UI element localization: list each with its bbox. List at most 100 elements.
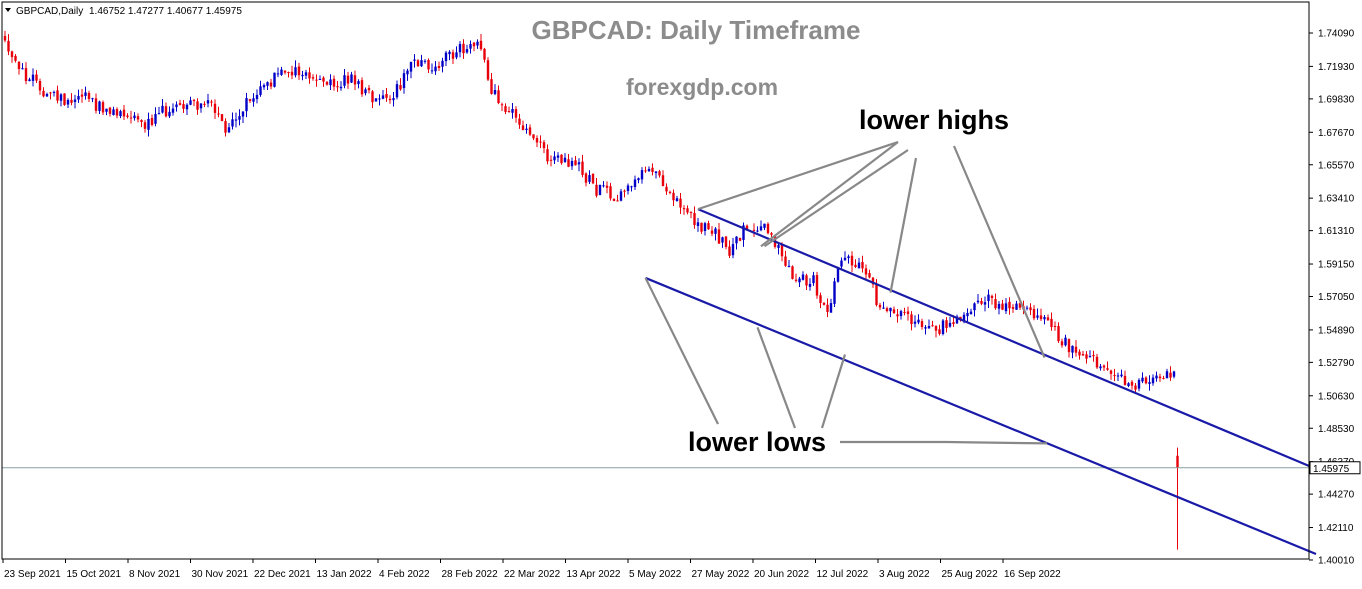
candle: [973, 302, 976, 317]
candle-body: [812, 275, 815, 284]
candle: [87, 90, 91, 103]
candle: [322, 76, 325, 87]
price-tick-label: 1.44270: [1318, 490, 1355, 501]
candle: [518, 113, 521, 129]
candle-body: [626, 185, 630, 191]
candle-body: [1102, 365, 1106, 368]
time-tick-label: 12 Jul 2022: [817, 569, 869, 580]
candle: [1151, 374, 1155, 386]
candle: [843, 251, 847, 261]
candle: [297, 62, 301, 80]
dropdown-arrow-icon[interactable]: [5, 8, 11, 12]
candle-body: [983, 302, 987, 305]
candle-body: [997, 303, 1001, 309]
candle: [150, 114, 154, 127]
candle-body: [1081, 354, 1085, 356]
candle: [476, 39, 479, 49]
candle: [994, 293, 997, 310]
candle-body: [1011, 307, 1015, 309]
candle: [1137, 378, 1141, 392]
candles-layer: [3, 30, 1179, 550]
candle: [938, 324, 941, 336]
candle-body: [343, 75, 346, 86]
candle-body: [52, 91, 56, 93]
candle-body: [798, 278, 801, 283]
lower-high-pointer: [889, 157, 918, 293]
candle-body: [385, 93, 388, 98]
candle-body: [101, 102, 105, 113]
candle-body: [651, 167, 654, 172]
candle-body: [378, 98, 381, 100]
candle: [1102, 364, 1106, 372]
candle-body: [546, 149, 549, 162]
candle: [367, 85, 371, 94]
candle: [434, 61, 437, 75]
candle-body: [423, 60, 427, 62]
candle-body: [640, 170, 644, 180]
candle-body: [675, 198, 679, 202]
candle-body: [889, 307, 892, 312]
candle: [1081, 350, 1085, 356]
candle: [700, 222, 703, 234]
candle-body: [654, 171, 658, 174]
candle: [465, 44, 469, 54]
candle-body: [413, 59, 416, 61]
candle-body: [906, 311, 910, 315]
candle-body: [1018, 303, 1022, 308]
candle-body: [1162, 377, 1165, 379]
candle: [493, 84, 497, 96]
candle: [101, 100, 105, 115]
candle-body: [14, 55, 17, 61]
candle: [420, 54, 423, 68]
candle: [77, 89, 80, 103]
candle-body: [357, 81, 360, 85]
candle: [1141, 372, 1144, 384]
candle: [598, 184, 602, 196]
candle-body: [864, 268, 868, 275]
candle: [1123, 370, 1127, 386]
candle-body: [1172, 371, 1176, 377]
candle: [1046, 314, 1050, 321]
candle: [1078, 349, 1081, 360]
candle: [94, 93, 98, 114]
candle-body: [609, 186, 612, 199]
candle-body: [980, 301, 983, 304]
candle-body: [521, 125, 525, 131]
candle-body: [563, 157, 567, 162]
candle-body: [896, 314, 899, 317]
candle: [206, 93, 210, 108]
candle-body: [1004, 303, 1008, 312]
candle: [490, 73, 493, 95]
candle-body: [80, 94, 84, 97]
candle: [73, 94, 77, 109]
candle-body: [924, 327, 927, 329]
candle: [535, 135, 539, 148]
candle: [185, 103, 189, 115]
candle: [1008, 297, 1011, 315]
candle-body: [976, 300, 980, 303]
candle: [588, 170, 591, 185]
price-tick-label: 1.63410: [1318, 194, 1355, 205]
candle-body: [119, 111, 122, 117]
candle: [339, 81, 343, 91]
candle: [976, 293, 980, 304]
candle-body: [1036, 315, 1039, 318]
candle-body: [1148, 382, 1151, 384]
candle: [1050, 312, 1053, 331]
candle-body: [504, 106, 507, 112]
lower-low-pointer: [820, 354, 847, 429]
lower-low-pointer: [644, 277, 719, 425]
candle-body: [871, 277, 875, 285]
candle: [1155, 371, 1158, 382]
candle: [539, 135, 542, 149]
candle: [546, 144, 549, 165]
candle: [38, 78, 42, 95]
candle-body: [238, 116, 241, 120]
candle-body: [518, 118, 521, 125]
candle-body: [206, 100, 210, 104]
candle-body: [462, 43, 465, 54]
price-tick-label: 1.59150: [1318, 260, 1355, 271]
candle: [703, 221, 707, 236]
